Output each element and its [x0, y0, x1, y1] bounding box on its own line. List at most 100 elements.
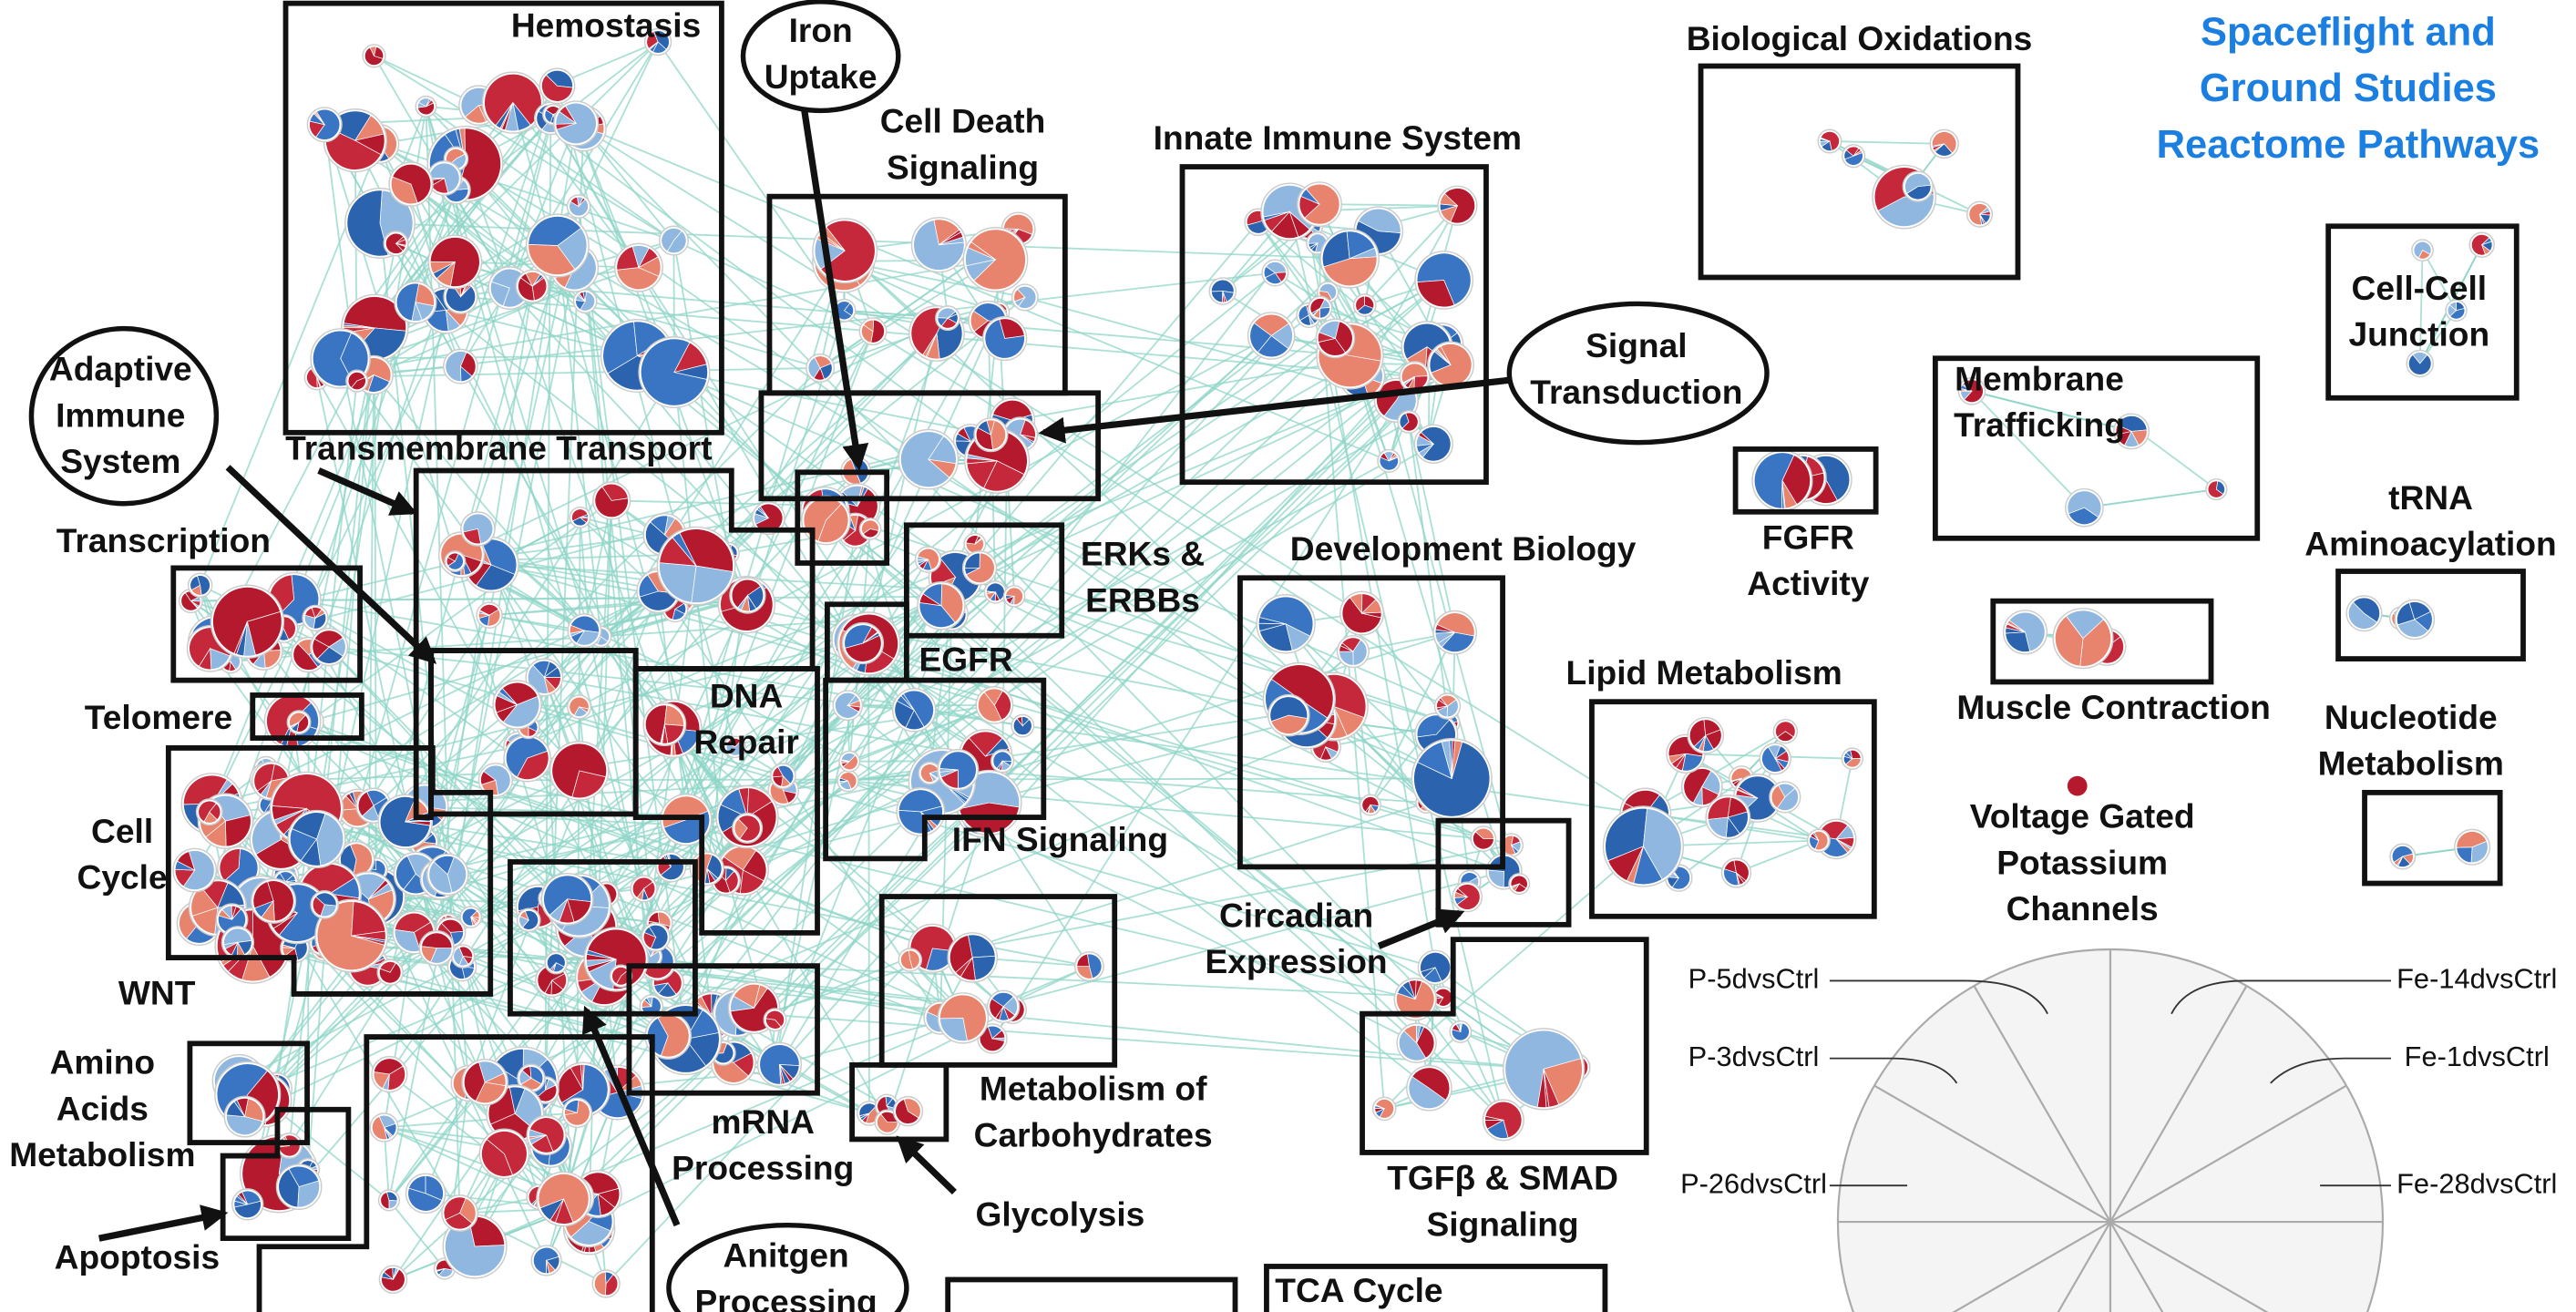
box	[250, 692, 364, 741]
node-wedge	[570, 624, 586, 634]
node-wedge	[1221, 291, 1226, 303]
module-label: Junction	[2348, 315, 2489, 354]
node-wedge	[1265, 261, 1287, 273]
node-wedge	[2417, 250, 2431, 260]
node-wedge	[2412, 352, 2428, 364]
box	[282, 0, 724, 436]
node-wedge	[731, 579, 762, 609]
node-wedge	[992, 399, 1032, 421]
edge	[1319, 203, 1458, 207]
node-wedge	[2393, 856, 2404, 866]
edge	[262, 434, 991, 610]
edge	[315, 376, 645, 965]
box	[1237, 575, 1505, 870]
node-wedge	[917, 556, 929, 560]
node-wedge	[463, 1061, 486, 1102]
node-wedge	[679, 528, 734, 572]
node-wedge	[2391, 846, 2414, 863]
node-wedge	[544, 1079, 557, 1092]
box	[2335, 569, 2526, 661]
box	[1732, 446, 1879, 515]
node-wedge	[443, 1196, 467, 1221]
node-wedge	[1258, 596, 1314, 637]
node-wedge	[256, 780, 272, 795]
node-wedge	[922, 583, 943, 607]
node-wedge	[2005, 631, 2031, 652]
node-wedge	[392, 163, 432, 204]
edge	[667, 279, 1445, 984]
node-wedge	[263, 649, 282, 669]
node-wedge	[411, 301, 423, 322]
node-wedge	[1811, 832, 1820, 841]
node-wedge	[351, 376, 366, 391]
box	[795, 469, 890, 566]
node-wedge	[1408, 1076, 1447, 1109]
node-wedge	[463, 528, 481, 545]
leader	[1829, 979, 2048, 1015]
edge	[958, 769, 1427, 804]
legend-divider	[2109, 1084, 2347, 1223]
node-wedge	[458, 955, 469, 967]
node-wedge	[288, 1165, 320, 1188]
node-wedge	[478, 1061, 505, 1083]
arrows	[28, 0, 1770, 1312]
node-wedge	[460, 352, 477, 377]
node-wedge	[1511, 845, 1519, 855]
node-wedge	[486, 1131, 528, 1176]
node-wedge	[458, 946, 473, 958]
node-wedge	[190, 600, 199, 609]
node-wedge	[1723, 868, 1740, 887]
edge	[578, 41, 659, 207]
edge	[576, 258, 1350, 1113]
node-wedge	[1753, 452, 1795, 509]
node-wedge	[964, 552, 980, 569]
node-wedge	[407, 1187, 443, 1212]
node-wedge	[561, 905, 610, 937]
node-wedge	[475, 1081, 507, 1104]
callout	[28, 325, 220, 507]
edge	[705, 593, 746, 869]
node-wedge	[2470, 234, 2490, 256]
node-wedge	[691, 565, 734, 603]
node-wedge	[1211, 279, 1235, 293]
node-wedge	[659, 562, 697, 603]
node-wedge	[441, 918, 464, 933]
node-wedge	[1436, 612, 1475, 637]
node-wedge	[1361, 611, 1382, 619]
node-wedge	[489, 281, 510, 307]
node	[2067, 775, 2088, 796]
node-wedge	[521, 1066, 532, 1080]
node-wedge	[1319, 746, 1332, 761]
node-wedge	[501, 682, 539, 705]
node-wedge	[241, 1190, 262, 1205]
node-wedge	[704, 868, 711, 884]
node-wedge	[541, 74, 573, 102]
node-wedge	[684, 1032, 720, 1067]
node-wedge	[470, 917, 477, 927]
node-wedge	[968, 934, 996, 958]
node-wedge	[380, 1192, 390, 1209]
node-wedge	[777, 764, 795, 784]
module-label: Activity	[1747, 564, 1869, 602]
node-wedge	[1473, 831, 1494, 850]
node-wedge	[2413, 241, 2432, 259]
node-wedge	[571, 508, 589, 522]
node-wedge	[1761, 746, 1782, 773]
node-wedge	[1309, 298, 1326, 314]
node-wedge	[653, 30, 670, 50]
edge	[308, 721, 933, 949]
node-wedge	[1263, 211, 1290, 221]
node-wedge	[1319, 321, 1340, 339]
node-wedge	[395, 242, 406, 251]
node-wedge	[447, 553, 464, 570]
nodes	[172, 27, 2495, 1298]
node-wedge	[292, 642, 319, 671]
node-wedge	[1979, 214, 1985, 226]
node-wedge	[1511, 883, 1520, 889]
node-wedge	[549, 898, 568, 922]
node-wedge	[421, 932, 453, 949]
node-wedge	[346, 190, 389, 257]
node-wedge	[1013, 288, 1026, 302]
leader	[1829, 1057, 1958, 1084]
node-wedge	[502, 695, 540, 728]
